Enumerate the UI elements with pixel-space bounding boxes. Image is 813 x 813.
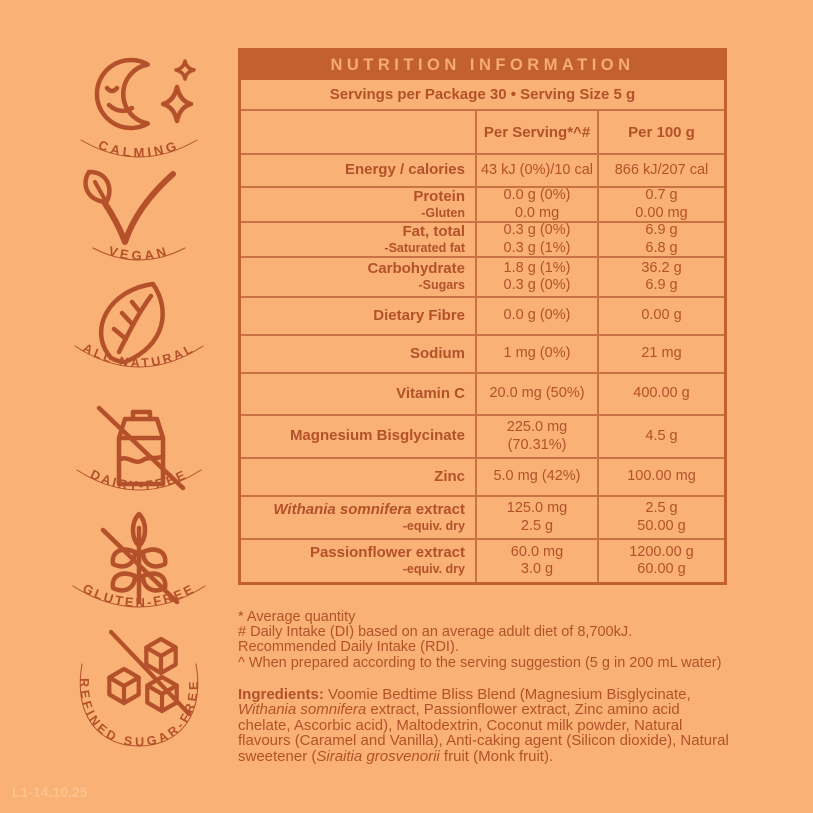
table-row-energy: Energy / calories 43 kJ (0%)/10 cal 866 … — [241, 153, 724, 186]
ingredients-paragraph: Ingredients: Voomie Bedtime Bliss Blend … — [238, 686, 729, 765]
table-row-magnesium-bisglycinate: Magnesium Bisglycinate 225.0 mg (70.31%)… — [241, 414, 724, 457]
row-label: Magnesium Bisglycinate — [289, 427, 465, 445]
footnote-preparation: ^ When prepared according to the serving… — [238, 654, 722, 671]
wheat-crossed-icon — [100, 511, 180, 605]
table-row-zinc: Zinc 5.0 mg (42%) 100.00 mg — [241, 457, 724, 495]
moon-stars-icon — [94, 57, 196, 131]
badge-calming: CALMING — [69, 42, 209, 182]
badge-label-calming: CALMING — [97, 137, 178, 160]
row-label: Zinc — [434, 467, 465, 485]
nutrition-panel: NUTRITION INFORMATION Servings per Packa… — [238, 48, 727, 585]
row-label: Vitamin C — [396, 384, 465, 402]
svg-text:VEGAN: VEGAN — [107, 243, 171, 263]
species-withania: Withania somnifera — [238, 701, 367, 719]
leaf-check-icon — [83, 169, 176, 245]
column-header-per-100g: Per 100 g — [597, 111, 724, 153]
badge-label-vegan: VEGAN — [107, 243, 168, 263]
row-label: Withania somnifera extract — [273, 500, 465, 518]
badge-refined-sugar-free: REFINED SUGAR-FREE — [69, 618, 209, 768]
badge-label-dairy-free: DAIRY-FREE — [88, 466, 187, 493]
row-label: Fat, total — [402, 222, 466, 240]
footnote-daily-intake: # Daily Intake (DI) based on an average … — [238, 624, 633, 656]
milk-carton-crossed-icon — [96, 405, 186, 491]
row-label: Dietary Fibre — [373, 306, 465, 324]
row-label: Sodium — [410, 344, 465, 362]
svg-text:CALMING: CALMING — [97, 137, 182, 160]
table-row-withania-extract: Withania somnifera extract -equiv. dry 1… — [241, 495, 724, 538]
batch-code: L1-14.10.25 — [12, 784, 88, 800]
row-label: Passionflower extract — [309, 544, 465, 562]
table-row-passionflower-extract: Passionflower extract -equiv. dry 60.0 mg… — [241, 538, 724, 582]
table-row-carbohydrate: Carbohydrate -Sugars 1.8 g (1%) 0.3 g (0%)… — [241, 256, 724, 296]
ingredients-heading: Ingredients: — [238, 686, 324, 703]
table-row-protein: Protein -Gluten 0.0 g (0%) 0.0 mg 0.7 g 0.0… — [241, 186, 724, 221]
servings-line: Servings per Package 30 • Serving Size 5… — [329, 86, 636, 103]
badge-vegan: VEGAN — [69, 160, 209, 272]
svg-text:DAIRY-FREE: DAIRY-FREE — [88, 466, 190, 493]
row-label: Energy / calories — [344, 161, 465, 179]
footnotes: * Average quantity # Daily Intake (DI) b… — [238, 609, 724, 671]
panel-title: NUTRITION INFORMATION — [241, 51, 724, 80]
row-label: Carbohydrate — [367, 260, 465, 278]
footnote-average-quantity: * Average quantity — [238, 609, 356, 625]
species-siraitia: Siraitia grosvenorii — [316, 747, 440, 765]
badge-all-natural: ALL NATURAL — [69, 272, 209, 392]
badge-dairy-free: DAIRY-FREE — [69, 386, 209, 508]
table-row-fat: Fat, total -Saturated fat 0.3 g (0%) 0.3 g… — [241, 221, 724, 256]
table-row-sodium: Sodium 1 mg (0%) 21 mg — [241, 334, 724, 372]
column-header-per-serving: Per Serving*^# — [475, 111, 597, 153]
table-row-vitamin-c: Vitamin C 20.0 mg (50%) 400.00 g — [241, 372, 724, 414]
sugar-cubes-crossed-icon — [107, 629, 192, 717]
table-row-dietary-fibre: Dietary Fibre 0.0 g (0%) 0.00 g — [241, 296, 724, 334]
column-header-blank — [241, 111, 475, 153]
column-header-row: Per Serving*^# Per 100 g — [241, 109, 724, 153]
leaf-icon — [99, 281, 165, 365]
row-label: Protein — [413, 187, 465, 205]
badge-gluten-free: GLUTEN-FREE — [69, 502, 209, 626]
